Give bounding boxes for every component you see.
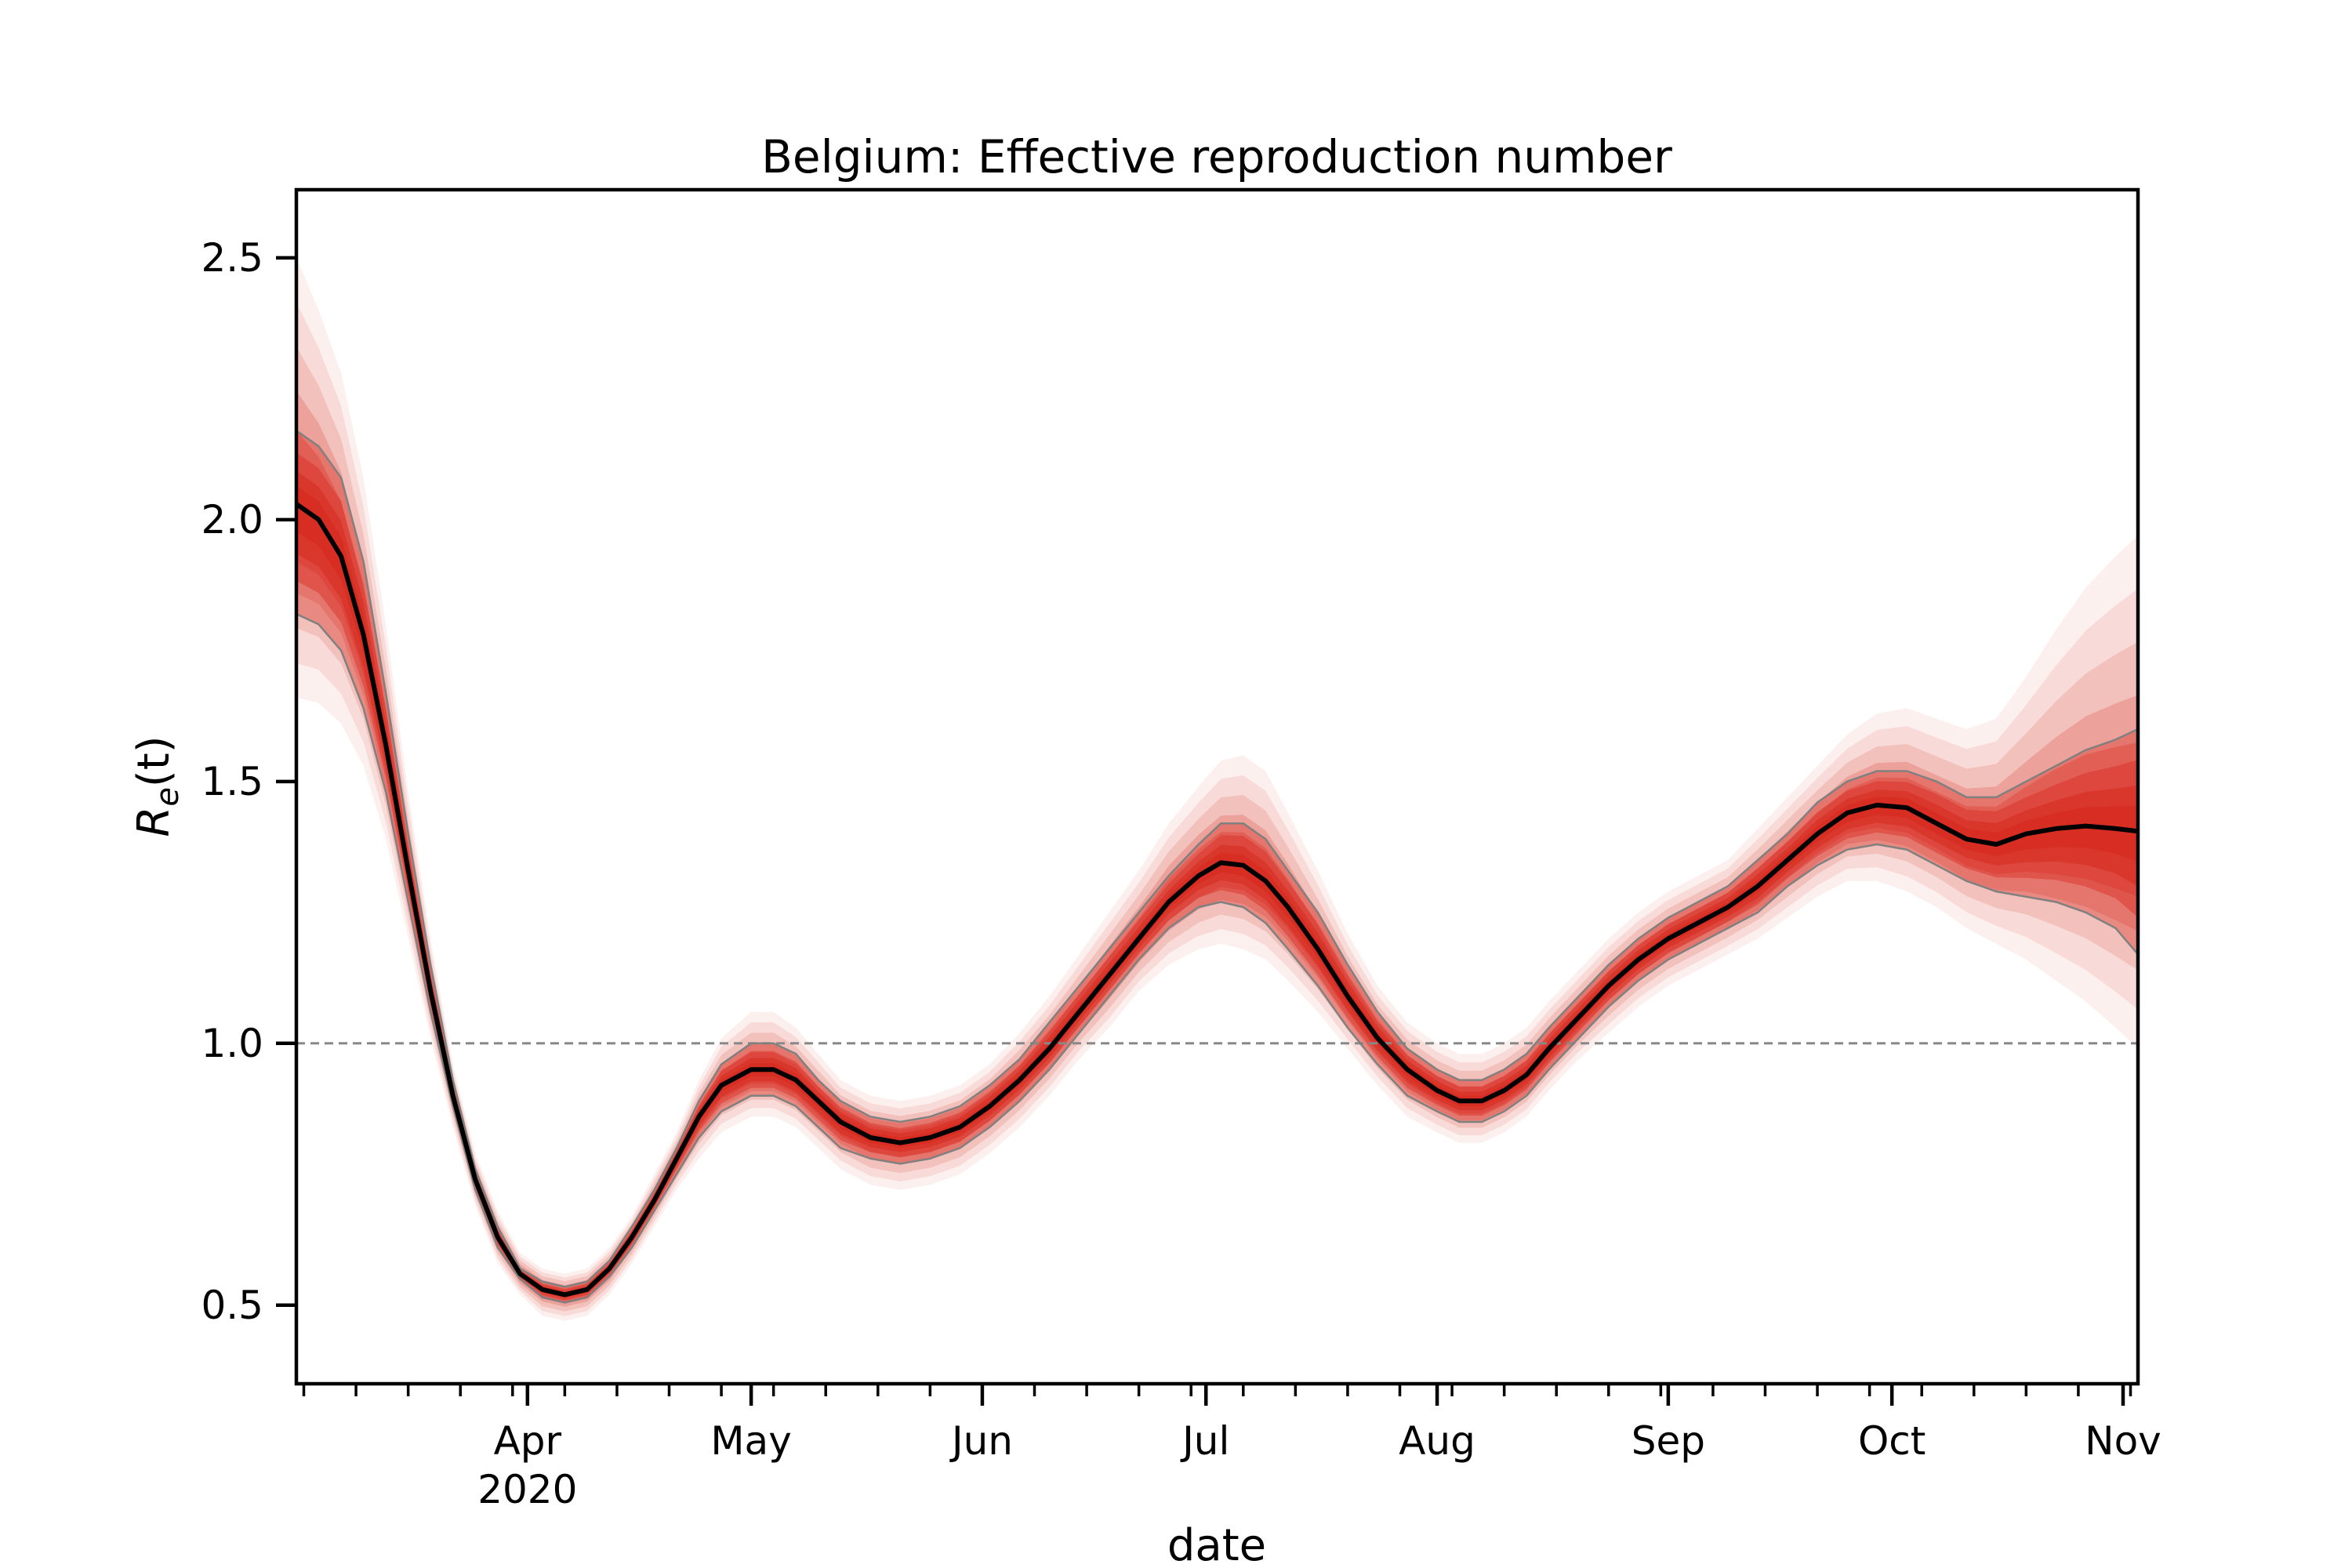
x-tick-label: Nov	[2085, 1418, 2161, 1464]
y-tick-label: 2.5	[201, 235, 263, 281]
uncertainty-band	[296, 257, 2138, 1321]
median-line	[296, 502, 2138, 1298]
band-outer-layer	[296, 302, 2138, 1316]
y-axis: 0.5 1.0 1.5 2.0 2.5	[201, 235, 296, 1328]
x-tick-label: Apr	[494, 1418, 562, 1464]
y-tick-label: 1.5	[201, 759, 263, 804]
upper-bound-line	[296, 430, 2138, 1288]
x-axis-label: date	[1167, 1520, 1266, 1568]
chart-title: Belgium: Effective reproduction number	[761, 130, 1672, 183]
x-tick-year-label: 2020	[477, 1467, 577, 1512]
x-tick-label: Oct	[1858, 1418, 1926, 1464]
x-tick-label: Jul	[1180, 1418, 1229, 1464]
plot-area	[296, 257, 2138, 1321]
band-inner-layer	[296, 452, 2138, 1301]
x-tick-label: Aug	[1399, 1418, 1475, 1464]
x-tick-label: May	[710, 1418, 791, 1464]
y-tick-label: 1.0	[201, 1021, 263, 1066]
x-tick-label: Jun	[949, 1418, 1013, 1464]
y-tick-label: 2.0	[201, 497, 263, 543]
y-axis-label: Re(t)	[129, 735, 186, 837]
band-inner-layer	[296, 470, 2138, 1299]
plot-frame	[294, 187, 2140, 1386]
x-tick-label: Sep	[1632, 1418, 1705, 1464]
y-tick-label: 0.5	[201, 1283, 263, 1328]
lower-bound-line	[296, 612, 2138, 1304]
band-outer-layer	[296, 390, 2138, 1307]
band-outer-layer	[296, 257, 2138, 1321]
